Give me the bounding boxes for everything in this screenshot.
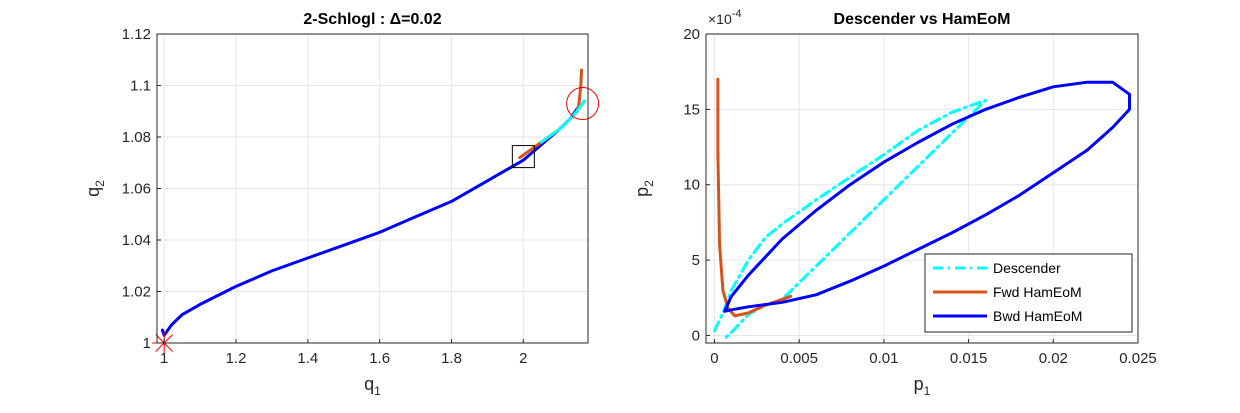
y-tick-label: 15 [683, 101, 700, 118]
left-axes: 1 1.2 1.4 1.6 1.8 2 1 1.02 1.04 1.06 1.08 1.1 1.12 2… [83, 11, 600, 398]
right-y-axis-label: p2 [632, 180, 656, 197]
right-axes: 0 0.005 0.01 0.015 0.02 0.025 0 5 10 15 20 ×10-4 D… [632, 8, 1157, 398]
x-tick-label: 1.6 [369, 350, 390, 367]
exponent-base: ×10 [708, 11, 732, 27]
y-tick-label: 0 [692, 327, 700, 344]
right-legend: Descender Fwd HamEoM Bwd HamEoM [924, 253, 1133, 333]
x-tick-label: 1.8 [441, 350, 462, 367]
x-tick-label: 0.005 [780, 350, 818, 367]
left-y-label-main: q [83, 187, 103, 197]
x-tick-label: 1.4 [297, 350, 318, 367]
left-chart-title: 2-Schlogl : Δ=0.02 [303, 11, 441, 28]
box-marker [511, 145, 535, 169]
right-x-label-sub: 1 [924, 384, 931, 398]
legend-entry-label: Descender [993, 260, 1061, 276]
series-line-2 [539, 99, 586, 144]
series-line-0 [160, 107, 579, 337]
y-tick-label: 10 [683, 177, 700, 194]
right-x-axis-label: p1 [914, 374, 931, 398]
x-tick-label: 0.02 [1039, 350, 1068, 367]
y-tick-label: 1.02 [122, 284, 151, 301]
right-axes-box [705, 33, 1139, 344]
series-line-bwd-hameom [723, 80, 1131, 313]
y-tick-label: 1.12 [122, 26, 151, 43]
y-tick-label: 1.06 [122, 181, 151, 198]
legend-entry-label: Fwd HamEoM [993, 284, 1082, 300]
y-tick-label: 1.1 [130, 78, 151, 95]
left-tick-labels: 1 1.2 1.4 1.6 1.8 2 1 1.02 1.04 1.06 1.08 1.1 1.12 [122, 26, 528, 367]
left-markers-group [152, 87, 600, 355]
left-x-axis-label: q1 [364, 374, 381, 398]
x-tick-label: 1.2 [226, 350, 247, 367]
x-tick-label: 0.025 [1119, 350, 1157, 367]
series-line-descender [713, 98, 987, 342]
x-tick-label: 2 [519, 350, 527, 367]
x-tick-label: 0 [710, 350, 718, 367]
right-y-label-sub: 2 [642, 180, 656, 187]
legend-entry-label: Bwd HamEoM [993, 308, 1082, 324]
left-x-label-main: q [364, 374, 374, 394]
right-series-group [713, 77, 1131, 342]
y-tick-label: 1.08 [122, 129, 151, 146]
x-tick-label: 1 [160, 350, 168, 367]
left-series-group [160, 68, 586, 337]
left-x-label-sub: 1 [374, 384, 381, 398]
right-x-label-main: p [914, 374, 924, 394]
y-tick-label: 5 [692, 252, 700, 269]
right-y-label-main: p [632, 187, 652, 197]
series-line-fwd-hameom [716, 77, 793, 318]
left-y-axis-label: q2 [83, 180, 107, 197]
right-tick-labels: 0 0.005 0.01 0.015 0.02 0.025 0 5 10 15 20 [683, 26, 1156, 367]
x-tick-label: 0.015 [950, 350, 988, 367]
y-tick-label: 1 [143, 335, 151, 352]
x-tick-label: 0.01 [869, 350, 898, 367]
right-chart-title: Descender vs HamEoM [834, 11, 1011, 28]
exponent-power: -4 [732, 8, 742, 20]
y-tick-label: 1.04 [122, 232, 151, 249]
y-tick-label: 20 [683, 26, 700, 43]
circle-marker [566, 87, 600, 121]
left-y-label-sub: 2 [93, 180, 107, 187]
right-y-exponent-label: ×10-4 [708, 8, 742, 27]
left-grid [157, 33, 588, 344]
